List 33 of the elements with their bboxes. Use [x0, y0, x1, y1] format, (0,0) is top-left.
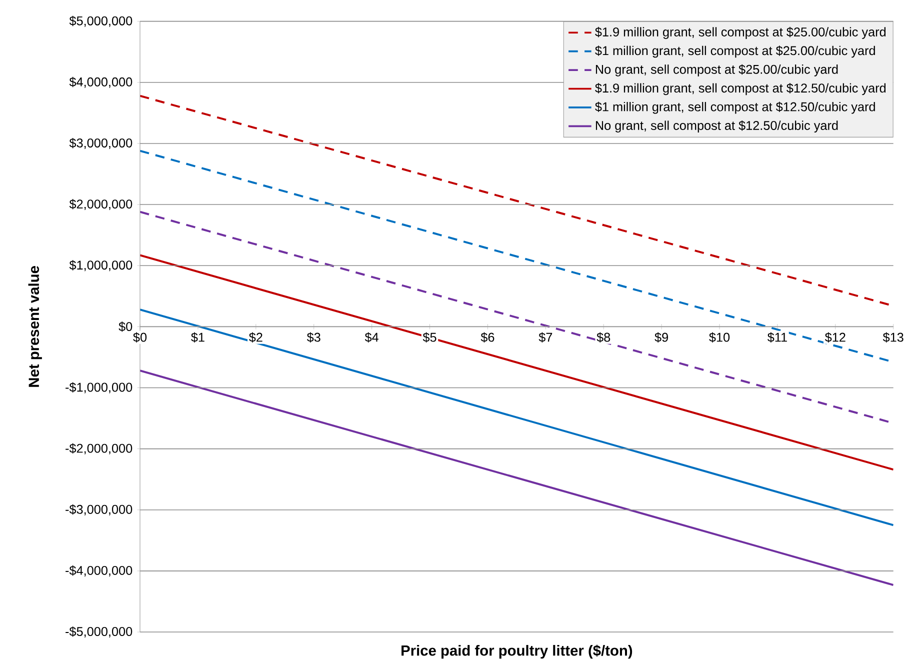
- y-tick-label: -$3,000,000: [66, 504, 132, 516]
- y-tick-label: $5,000,000: [69, 16, 132, 27]
- x-tick-label: $1: [191, 332, 204, 343]
- legend-label: $1 million grant, sell compost at $25.00/cubic yard: [595, 46, 875, 58]
- y-tick-label: -$2,000,000: [66, 443, 132, 454]
- legend-label: $1.9 million grant, sell compost at $12.50/cubic yard: [595, 83, 886, 96]
- x-tick-label: $12: [824, 332, 846, 343]
- x-tick-label: $13: [882, 332, 904, 343]
- y-axis-title: Net present value: [28, 266, 42, 387]
- x-tick-label: $5: [422, 332, 436, 343]
- legend-label: $1.9 million grant, sell compost at $25.00/cubic yard: [595, 26, 886, 39]
- legend-label: $1 million grant, sell compost at $12.50/cubic yard: [595, 102, 875, 114]
- y-tick-label: $0: [118, 322, 132, 332]
- x-tick-label: $10: [709, 332, 730, 343]
- legend-label: No grant, sell compost at $25.00/cubic yard: [596, 64, 838, 76]
- y-tick-label: $1,000,000: [69, 260, 132, 272]
- x-tick-label: $6: [480, 332, 494, 343]
- y-tick-label: $4,000,000: [69, 76, 132, 88]
- y-tick-label: -$4,000,000: [66, 565, 132, 576]
- x-tick-label: $8: [596, 332, 610, 343]
- x-tick-label: $2: [249, 332, 262, 343]
- y-tick-label: $2,000,000: [69, 199, 132, 210]
- y-tick-label: -$5,000,000: [66, 626, 132, 638]
- x-tick-label: $3: [306, 332, 320, 343]
- x-tick-label: $9: [654, 332, 668, 343]
- x-tick-label: $0: [133, 332, 147, 343]
- x-axis-title: Price paid for poultry litter ($/ton): [402, 644, 632, 659]
- x-tick-label: $7: [538, 332, 552, 343]
- x-tick-label: $4: [364, 332, 378, 343]
- legend-label: No grant, sell compost at $12.50/cubic yard: [596, 120, 838, 132]
- y-tick-label: $3,000,000: [69, 138, 132, 149]
- x-tick-label: $11: [767, 332, 787, 343]
- y-tick-label: -$1,000,000: [66, 382, 132, 394]
